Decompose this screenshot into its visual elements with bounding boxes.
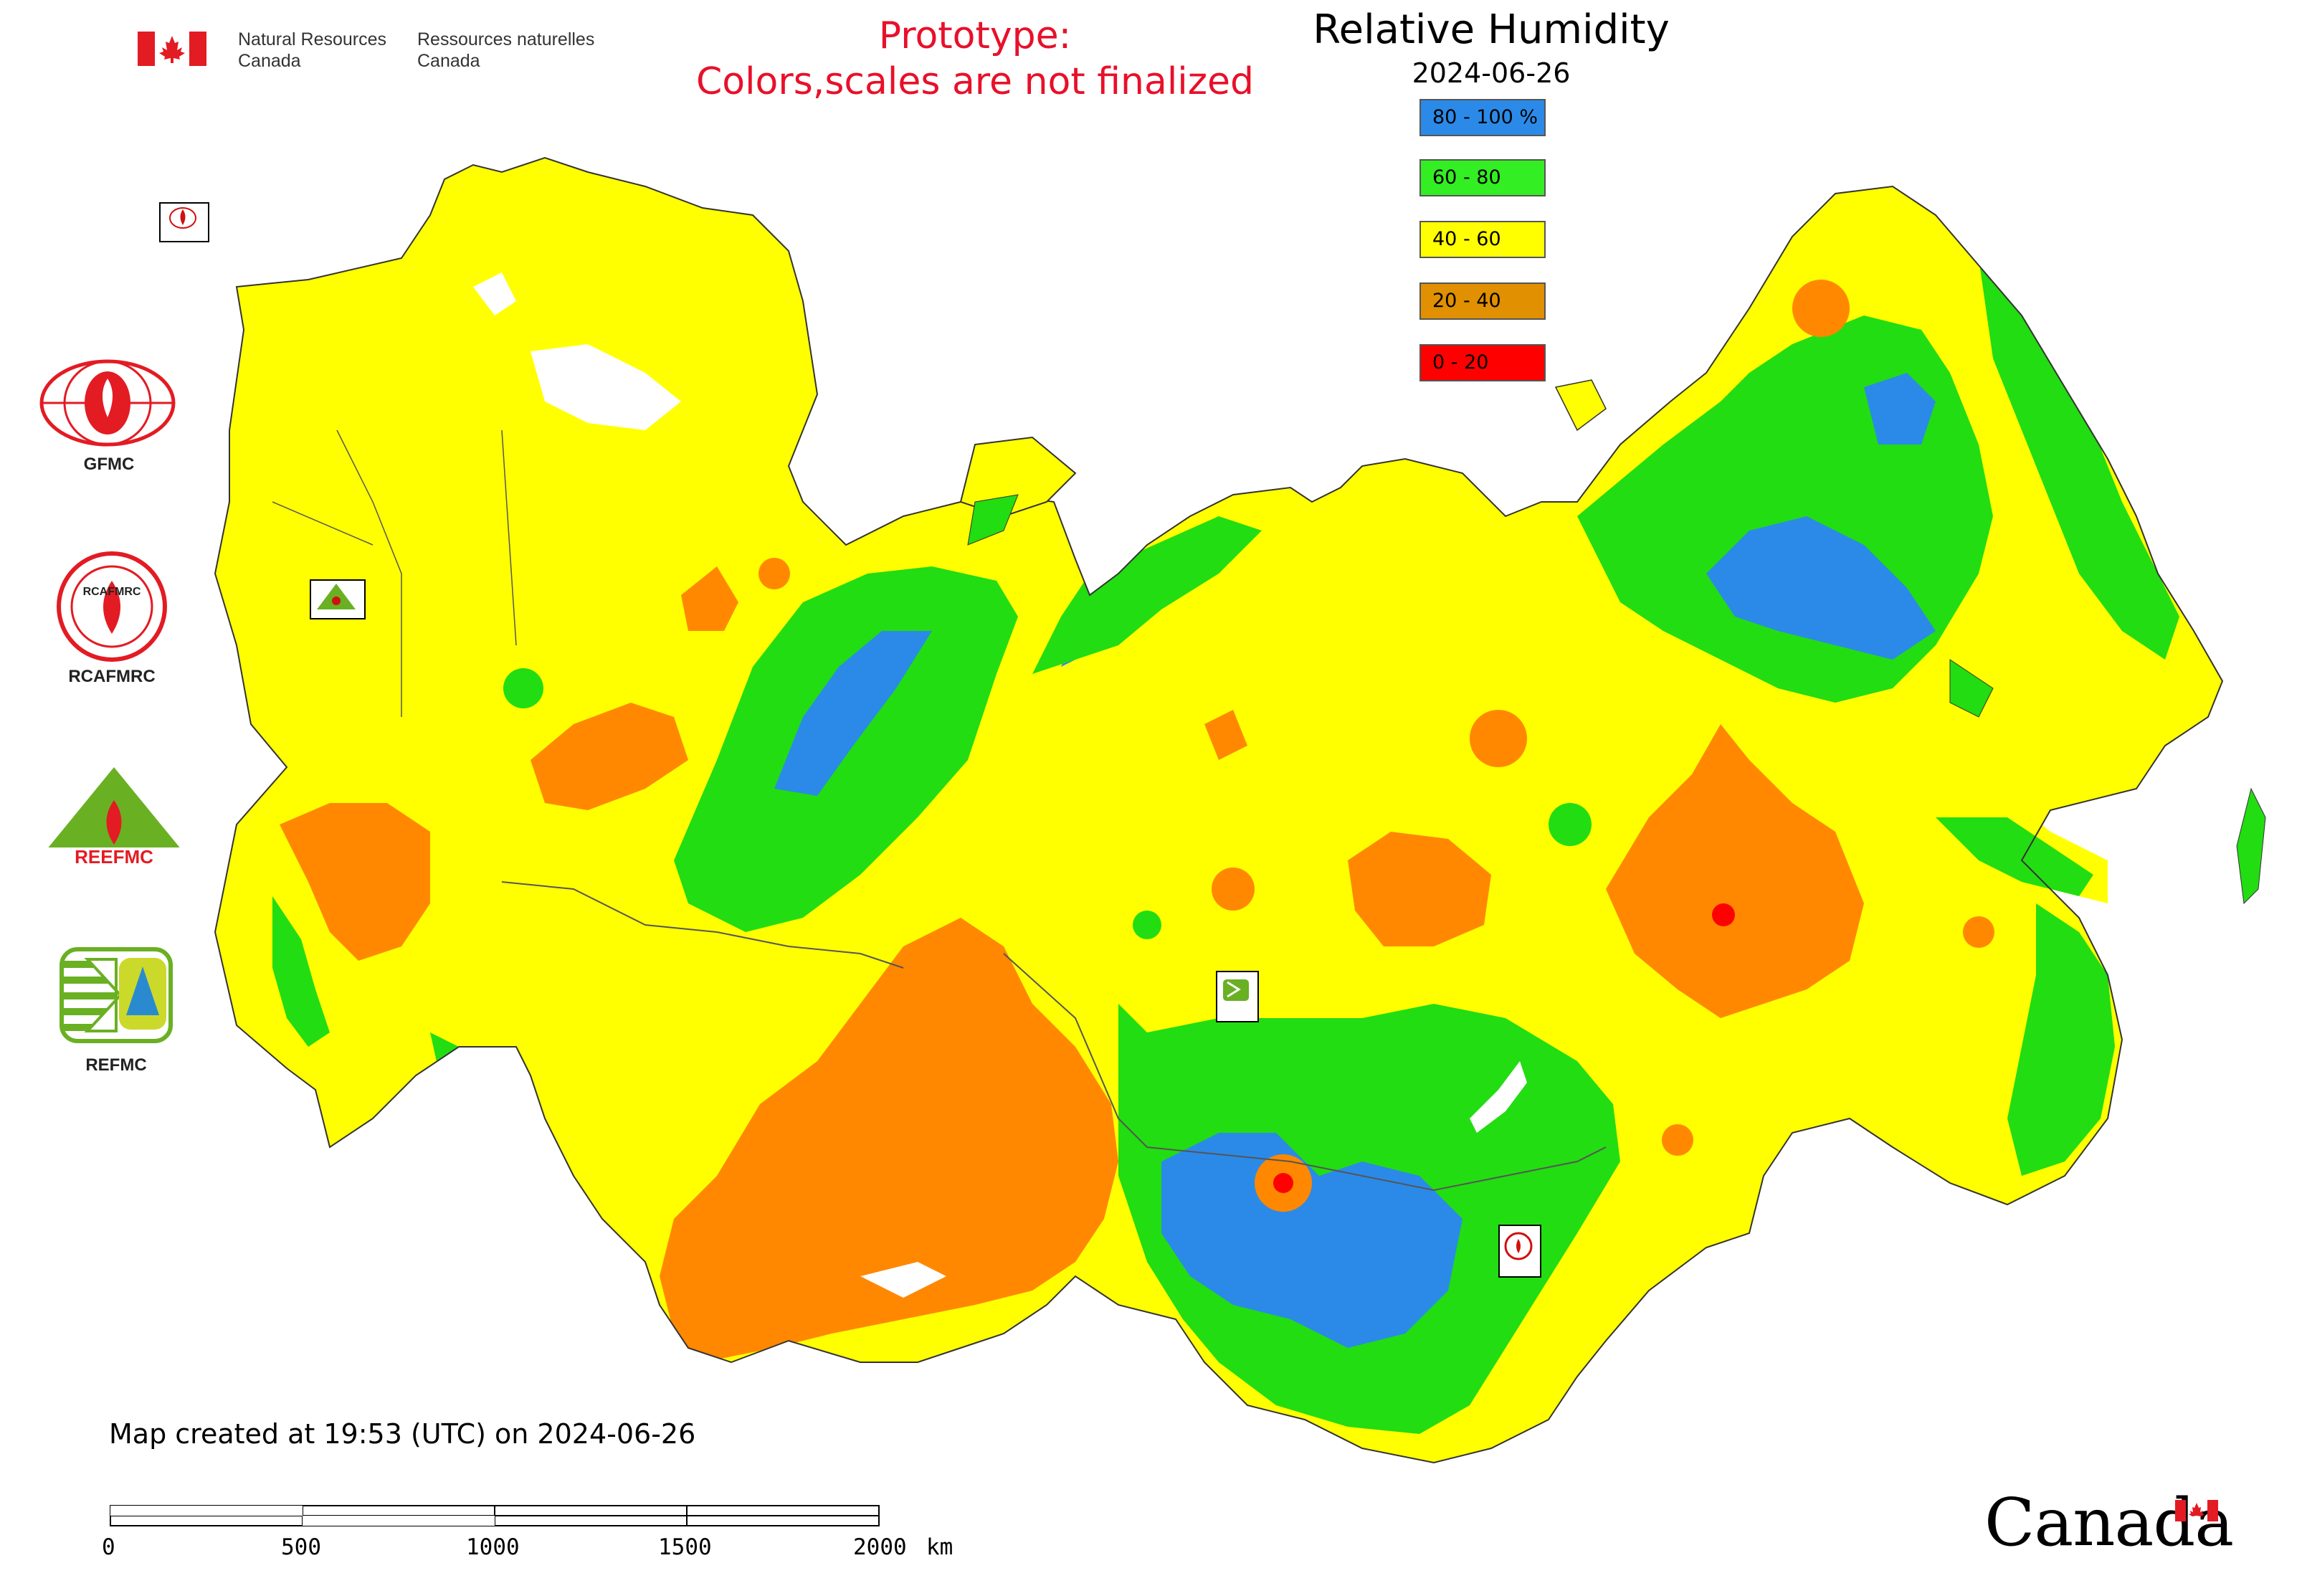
gfmc-caption: GFMC xyxy=(83,455,135,474)
rcafmrc-marker-icon xyxy=(1504,1232,1533,1260)
legend-label: 40 - 60 xyxy=(1432,228,1501,250)
legend-label: 80 - 100 % xyxy=(1432,106,1538,128)
canada-wordmark: Canada xyxy=(1984,1484,2234,1561)
logo-gfmc: GFMC xyxy=(37,358,181,475)
refmc-caption: REFMC xyxy=(85,1055,147,1075)
reefmc-logo-icon: REEFMC xyxy=(40,767,188,868)
scale-tick-2000: 2000 xyxy=(853,1534,907,1560)
agency-en-line2: Canada xyxy=(238,51,301,71)
agency-name-fr: Ressources naturelles Canada xyxy=(417,29,594,72)
map-marker-gfmc[interactable] xyxy=(159,202,209,242)
gfmc-marker-icon xyxy=(169,207,196,229)
logo-refmc: REFMC xyxy=(59,946,173,1075)
map-creation-timestamp: Map created at 19:53 (UTC) on 2024-06-26 xyxy=(109,1418,696,1450)
logo-rcafmrc: RCAFMRC RCAFMRC xyxy=(54,549,169,687)
legend-item-60-80: 60 - 80 xyxy=(1419,159,1546,196)
svg-text:RCAFMRC: RCAFMRC xyxy=(83,586,141,598)
scale-bar xyxy=(110,1505,880,1526)
legend-label: 60 - 80 xyxy=(1432,166,1501,189)
agency-en-line1: Natural Resources xyxy=(238,29,387,49)
legend-label: 20 - 40 xyxy=(1432,290,1501,312)
legend-item-0-20: 0 - 20 xyxy=(1419,344,1546,381)
map-marker-rcafmrc[interactable] xyxy=(1498,1225,1541,1278)
scale-unit: km xyxy=(926,1534,953,1560)
agency-fr-line2: Canada xyxy=(417,51,480,71)
rcafmrc-logo-icon: RCAFMRC xyxy=(57,551,167,662)
reefmc-marker-icon xyxy=(317,584,356,609)
logo-reefmc: REEFMC xyxy=(37,764,191,875)
refmc-marker-icon xyxy=(1223,979,1249,1001)
agency-fr-line1: Ressources naturelles xyxy=(417,29,595,49)
legend-item-20-40: 20 - 40 xyxy=(1419,282,1546,320)
legend-item-40-60: 40 - 60 xyxy=(1419,221,1546,258)
scale-tick-500: 500 xyxy=(281,1534,321,1560)
map-title: Relative Humidity xyxy=(1313,6,1670,53)
wordmark-flag-icon xyxy=(2175,1500,2218,1521)
scale-tick-1500: 1500 xyxy=(658,1534,712,1560)
prototype-notice-line1: Prototype: xyxy=(878,14,1072,57)
svg-text:REEFMC: REEFMC xyxy=(75,846,153,868)
scale-tick-1000: 1000 xyxy=(466,1534,520,1560)
canada-flag-icon xyxy=(138,32,206,66)
rcafmrc-caption: RCAFMRC xyxy=(68,667,156,686)
map-marker-refmc[interactable] xyxy=(1216,971,1259,1022)
legend-item-80-100: 80 - 100 % xyxy=(1419,99,1546,136)
gfmc-logo-icon xyxy=(39,359,176,447)
refmc-logo-icon xyxy=(60,947,173,1043)
agency-name-en: Natural Resources Canada xyxy=(238,29,386,72)
prototype-notice-line2: Colors,scales are not finalized xyxy=(695,60,1255,103)
prototype-notice: Prototype: Colors,scales are not finaliz… xyxy=(631,13,1319,105)
map-date: 2024-06-26 xyxy=(1412,57,1571,89)
scale-tick-0: 0 xyxy=(102,1534,115,1560)
legend-label: 0 - 20 xyxy=(1432,351,1489,374)
map-marker-reefmc[interactable] xyxy=(310,579,366,619)
